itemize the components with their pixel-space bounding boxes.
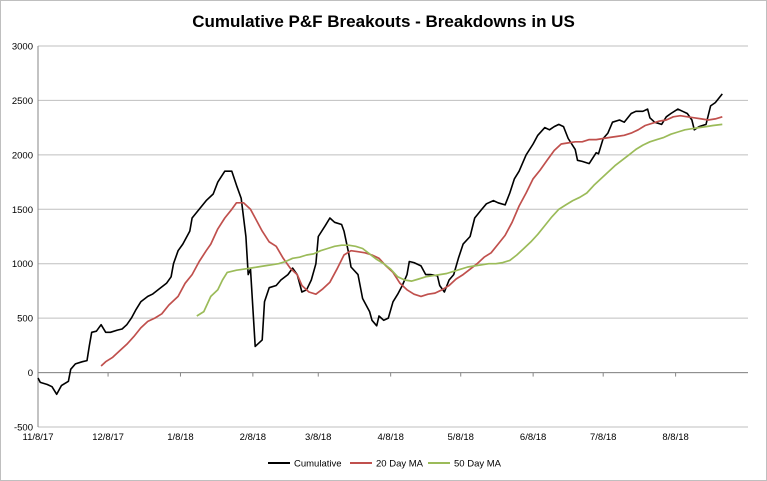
x-tick-label: 1/8/18 [167, 432, 193, 443]
x-tick-label: 2/8/18 [240, 432, 266, 443]
x-tick-label: 6/8/18 [520, 432, 546, 443]
y-tick-label: -500 [14, 423, 33, 434]
legend-label: 50 Day MA [454, 459, 502, 470]
x-tick-label: 12/8/17 [92, 432, 124, 443]
y-tick-label: 0 [28, 368, 33, 379]
y-tick-label: 1500 [12, 205, 33, 216]
chart-title: Cumulative P&F Breakouts - Breakdowns in… [192, 12, 575, 31]
gridlines [38, 45, 748, 428]
series-line-50-day-ma [196, 123, 723, 317]
x-tick-label: 11/8/17 [23, 432, 54, 443]
x-tick-label: 8/8/18 [662, 432, 688, 443]
series-line-20-day-ma [100, 114, 723, 367]
series-lines [37, 93, 723, 396]
x-tick-label: 5/8/18 [448, 432, 474, 443]
legend: Cumulative 20 Day MA 50 Day MA [268, 459, 502, 470]
y-tick-label: 1000 [12, 259, 33, 270]
series-line-cumulative [37, 93, 723, 396]
y-tick-label: 500 [17, 314, 33, 325]
x-tick-label: 3/8/18 [305, 432, 331, 443]
y-tick-label: 2000 [12, 150, 33, 161]
x-tick-label: 7/8/18 [590, 432, 616, 443]
legend-label: Cumulative [294, 459, 342, 470]
x-tick-label: 4/8/18 [377, 432, 403, 443]
y-tick-label: 3000 [12, 42, 33, 53]
y-tick-label: 2500 [12, 96, 33, 107]
axes: -500 0 500 1000 1500 2000 2500 3000 11/8/17 12/8/… [12, 42, 748, 443]
legend-label: 20 Day MA [376, 459, 424, 470]
